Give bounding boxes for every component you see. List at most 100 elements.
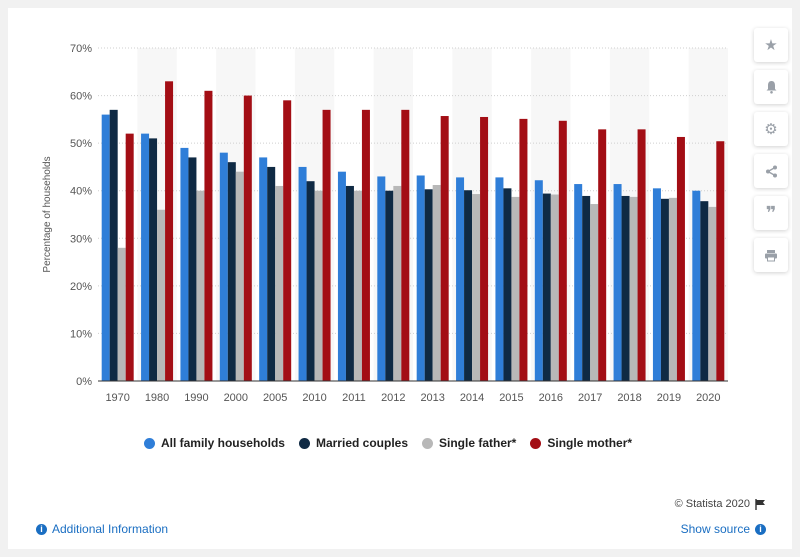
bar-married-couples-2019[interactable] xyxy=(660,198,669,381)
legend-item[interactable]: Single father* xyxy=(422,436,516,450)
y-tick-label: 60% xyxy=(70,91,92,103)
legend-swatch xyxy=(143,437,155,449)
bar-single-mother-2005[interactable] xyxy=(283,100,292,381)
bar-single-mother-1990[interactable] xyxy=(204,90,213,382)
y-tick-label: 10% xyxy=(70,328,92,340)
legend-label: Single father* xyxy=(439,436,517,450)
bar-single-mother-2020[interactable] xyxy=(716,141,725,381)
bar-married-couples-2018[interactable] xyxy=(621,195,630,381)
bar-all-family-households-2014[interactable] xyxy=(456,177,465,381)
x-tick-label: 2010 xyxy=(302,392,326,404)
print-icon[interactable] xyxy=(754,238,788,272)
bar-all-family-households-2000[interactable] xyxy=(219,152,228,381)
x-tick-label: 2014 xyxy=(460,392,484,404)
x-tick-label: 2016 xyxy=(539,392,563,404)
legend-item[interactable]: Married couples xyxy=(298,436,408,450)
legend-item[interactable]: All family households xyxy=(143,436,285,450)
bar-all-family-households-1980[interactable] xyxy=(141,133,150,381)
quote-icon[interactable]: ❞ xyxy=(754,196,788,230)
y-tick-label: 70% xyxy=(70,43,92,55)
bar-married-couples-2000[interactable] xyxy=(227,162,236,381)
bar-all-family-households-2011[interactable] xyxy=(337,171,346,381)
bar-single-mother-1980[interactable] xyxy=(165,81,174,382)
bell-icon[interactable] xyxy=(754,70,788,104)
bar-single-father-2000[interactable] xyxy=(235,171,244,381)
bar-single-father-2019[interactable] xyxy=(668,197,677,381)
bar-all-family-households-2010[interactable] xyxy=(298,166,307,381)
bar-single-father-2015[interactable] xyxy=(511,196,520,381)
additional-information-link[interactable]: i Additional Information xyxy=(36,522,168,536)
legend-swatch xyxy=(298,437,310,449)
y-tick-label: 0% xyxy=(76,376,92,388)
x-tick-label: 2018 xyxy=(617,392,641,404)
chart-card: 0% 10% 20% 30% 40% 50% 60% 70% Percentage of hou… xyxy=(8,8,792,549)
bar-all-family-households-2017[interactable] xyxy=(574,184,583,381)
x-tick-label: 2005 xyxy=(263,392,287,404)
bar-single-mother-2019[interactable] xyxy=(676,136,685,381)
legend-label: Married couples xyxy=(315,436,408,450)
bar-all-family-households-2005[interactable] xyxy=(259,157,268,381)
x-tick-label: 1980 xyxy=(145,392,169,404)
bar-single-mother-2015[interactable] xyxy=(519,118,528,381)
bar-all-family-households-2019[interactable] xyxy=(652,188,661,381)
bar-married-couples-2017[interactable] xyxy=(582,195,591,381)
bar-married-couples-2016[interactable] xyxy=(542,193,551,381)
bar-married-couples-2020[interactable] xyxy=(700,201,709,381)
bar-single-mother-2018[interactable] xyxy=(637,129,646,381)
bar-all-family-households-2016[interactable] xyxy=(534,180,543,381)
x-tick-label: 2019 xyxy=(657,392,681,404)
bar-married-couples-2011[interactable] xyxy=(345,185,354,381)
bar-single-father-1990[interactable] xyxy=(196,190,205,381)
bar-single-mother-2011[interactable] xyxy=(361,109,370,381)
star-icon[interactable]: ★ xyxy=(754,28,788,62)
bar-married-couples-2015[interactable] xyxy=(503,188,512,381)
bar-all-family-households-2015[interactable] xyxy=(495,177,504,381)
bar-married-couples-1980[interactable] xyxy=(149,138,158,381)
bar-all-family-households-2018[interactable] xyxy=(613,184,622,381)
bar-all-family-households-1970[interactable] xyxy=(101,114,110,381)
bar-single-father-2013[interactable] xyxy=(432,185,441,381)
bar-married-couples-2013[interactable] xyxy=(424,189,433,381)
x-tick-label: 2015 xyxy=(499,392,523,404)
bar-all-family-households-2020[interactable] xyxy=(692,190,701,381)
bar-all-family-households-2013[interactable] xyxy=(416,175,425,381)
bar-single-father-2010[interactable] xyxy=(314,190,323,381)
show-source-link[interactable]: Show source i xyxy=(681,522,766,536)
bar-single-mother-2013[interactable] xyxy=(440,116,449,381)
bar-single-mother-2017[interactable] xyxy=(598,129,607,381)
bar-married-couples-2012[interactable] xyxy=(385,190,394,381)
bar-single-father-2018[interactable] xyxy=(629,196,638,381)
y-tick-label: 30% xyxy=(70,233,92,245)
legend-item[interactable]: Single mother* xyxy=(530,436,632,450)
bar-married-couples-2005[interactable] xyxy=(267,166,276,381)
bar-single-mother-2012[interactable] xyxy=(401,109,410,381)
bar-all-family-households-2012[interactable] xyxy=(377,176,386,381)
bar-married-couples-2010[interactable] xyxy=(306,181,315,381)
bar-single-father-2017[interactable] xyxy=(590,204,599,381)
bar-married-couples-1990[interactable] xyxy=(188,157,197,381)
bar-single-father-2012[interactable] xyxy=(393,185,402,381)
bar-single-mother-2010[interactable] xyxy=(322,109,331,381)
bar-single-mother-2014[interactable] xyxy=(480,116,489,381)
bar-single-mother-2000[interactable] xyxy=(243,95,252,382)
bar-all-family-households-1990[interactable] xyxy=(180,147,189,381)
bar-single-father-1970[interactable] xyxy=(117,247,126,381)
bar-single-mother-1970[interactable] xyxy=(125,133,134,381)
copyright: © Statista 2020 xyxy=(675,498,766,510)
gear-icon[interactable]: ⚙ xyxy=(754,112,788,146)
bar-single-father-2005[interactable] xyxy=(275,185,284,381)
x-tick-label: 2013 xyxy=(420,392,444,404)
legend-swatch xyxy=(530,437,542,449)
bar-single-father-2014[interactable] xyxy=(472,194,481,381)
bar-single-father-2020[interactable] xyxy=(708,206,717,381)
bar-married-couples-2014[interactable] xyxy=(464,190,473,381)
bar-single-father-1980[interactable] xyxy=(157,209,166,381)
bar-married-couples-1970[interactable] xyxy=(109,109,118,381)
copyright-text: © Statista 2020 xyxy=(674,498,750,510)
bar-single-mother-2016[interactable] xyxy=(558,120,567,381)
bar-single-father-2011[interactable] xyxy=(353,190,362,381)
share-icon[interactable] xyxy=(754,154,788,188)
bar-single-father-2016[interactable] xyxy=(550,194,559,381)
x-tick-label: 2017 xyxy=(578,392,602,404)
toolbar: ★ ⚙ ❞ xyxy=(754,28,788,280)
